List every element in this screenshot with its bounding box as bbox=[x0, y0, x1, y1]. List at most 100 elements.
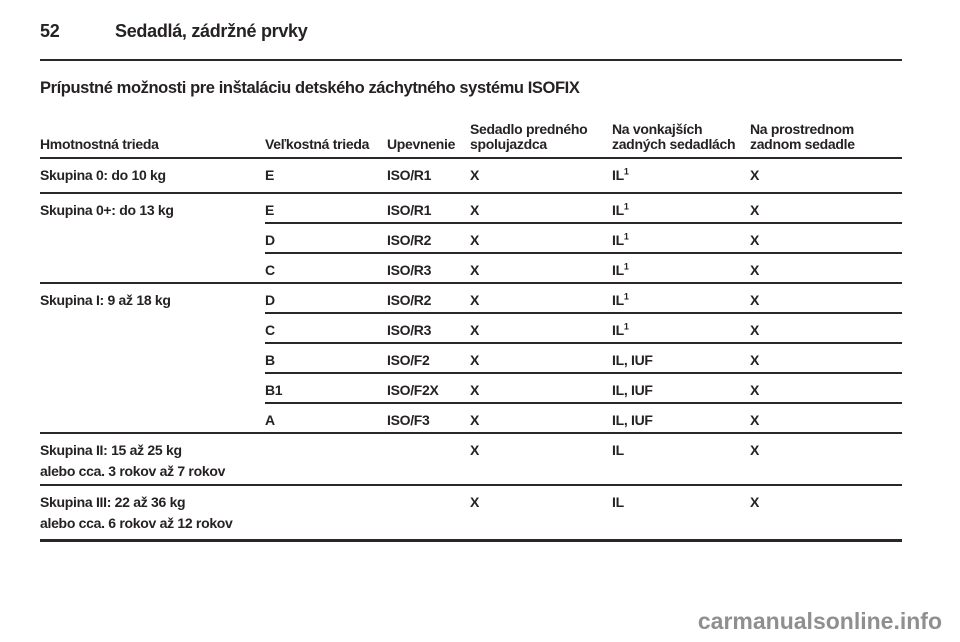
rear-outer-cell: IL1 bbox=[612, 283, 750, 314]
size-class-cell bbox=[265, 433, 387, 486]
rear-outer-cell: IL1 bbox=[612, 193, 750, 224]
table-row: B ISO/F2 X IL, IUF X bbox=[40, 343, 902, 374]
group-label-line1: Skupina II: 15 až 25 kg bbox=[40, 442, 182, 458]
rear-center-cell: X bbox=[750, 343, 902, 374]
table-row: A ISO/F3 X IL, IUF X bbox=[40, 403, 902, 434]
rear-center-cell: X bbox=[750, 283, 902, 314]
table-title: Prípustné možnosti pre inštaláciu detské… bbox=[40, 79, 580, 97]
table-row: Skupina III: 22 až 36 kg alebo cca. 6 ro… bbox=[40, 485, 902, 542]
size-class-cell: B1 bbox=[265, 373, 387, 404]
rear-outer-value: IL, IUF bbox=[612, 352, 653, 368]
rear-outer-value: IL bbox=[612, 262, 624, 278]
table-row: Skupina 0: do 10 kg E ISO/R1 X IL1 X bbox=[40, 158, 902, 194]
col-header-front-passenger-seat: Sedadlo predného spolujazdca bbox=[470, 110, 612, 159]
front-seat-cell: X bbox=[470, 158, 612, 194]
page-header: 52 Sedadlá, zádržné prvky bbox=[40, 21, 902, 42]
rear-outer-cell: IL1 bbox=[612, 223, 750, 254]
rear-outer-cell: IL1 bbox=[612, 253, 750, 284]
group-label-line1: Skupina III: 22 až 36 kg bbox=[40, 494, 186, 510]
fixture-cell: ISO/R2 bbox=[387, 223, 470, 254]
fixture-cell: ISO/R2 bbox=[387, 283, 470, 314]
front-seat-cell: X bbox=[470, 485, 612, 542]
rear-outer-cell: IL bbox=[612, 433, 750, 486]
size-class-cell: B bbox=[265, 343, 387, 374]
group-label: Skupina 0+: do 13 kg bbox=[40, 193, 265, 284]
rear-outer-value: IL bbox=[612, 322, 624, 338]
front-seat-cell: X bbox=[470, 373, 612, 404]
rear-outer-cell: IL, IUF bbox=[612, 343, 750, 374]
group-label: Skupina I: 9 až 18 kg bbox=[40, 283, 265, 434]
footnote-marker: 1 bbox=[623, 321, 629, 332]
table-row: C ISO/R3 X IL1 X bbox=[40, 253, 902, 284]
rear-outer-value: IL bbox=[612, 232, 624, 248]
front-seat-cell: X bbox=[470, 433, 612, 486]
col-header-weight-class: Hmotnostná trieda bbox=[40, 110, 265, 159]
table-row: Skupina 0+: do 13 kg E ISO/R1 X IL1 X bbox=[40, 193, 902, 284]
group-label-line2: alebo cca. 6 rokov až 12 rokov bbox=[40, 515, 233, 531]
rear-outer-value: IL, IUF bbox=[612, 412, 653, 428]
rear-center-cell: X bbox=[750, 193, 902, 224]
front-seat-cell: X bbox=[470, 343, 612, 374]
table-body: Skupina 0: do 10 kg E ISO/R1 X IL1 X Sku… bbox=[40, 158, 902, 542]
rear-center-cell: X bbox=[750, 253, 902, 284]
rear-center-cell: X bbox=[750, 403, 902, 434]
col-header-size-class: Veľkostná trieda bbox=[265, 110, 387, 159]
size-class-cell: D bbox=[265, 223, 387, 254]
col-header-fixture: Upevnenie bbox=[387, 110, 470, 159]
rear-outer-cell: IL, IUF bbox=[612, 403, 750, 434]
rear-outer-cell: IL1 bbox=[612, 158, 750, 194]
rear-outer-value: IL, IUF bbox=[612, 382, 653, 398]
table-row: D ISO/R2 X IL1 X bbox=[40, 223, 902, 254]
group-label: Skupina III: 22 až 36 kg alebo cca. 6 ro… bbox=[40, 485, 265, 542]
fixture-cell: ISO/F2 bbox=[387, 343, 470, 374]
rear-outer-value: IL bbox=[612, 442, 624, 458]
header-divider bbox=[40, 59, 902, 61]
size-class-cell: E bbox=[265, 158, 387, 194]
fixture-cell: ISO/F3 bbox=[387, 403, 470, 434]
footnote-marker: 1 bbox=[623, 291, 629, 302]
fixture-cell: ISO/R3 bbox=[387, 313, 470, 344]
footnote-marker: 1 bbox=[623, 166, 629, 177]
fixture-cell: ISO/R1 bbox=[387, 193, 470, 224]
size-class-cell bbox=[265, 485, 387, 542]
footnote-marker: 1 bbox=[623, 201, 629, 212]
rear-outer-value: IL bbox=[612, 292, 624, 308]
front-seat-cell: X bbox=[470, 313, 612, 344]
col-header-rear-outer-seats: Na vonkajších zadných sedadlách bbox=[612, 110, 750, 159]
fixture-cell: ISO/R3 bbox=[387, 253, 470, 284]
rear-center-cell: X bbox=[750, 433, 902, 486]
rear-outer-cell: IL bbox=[612, 485, 750, 542]
rear-outer-value: IL bbox=[612, 167, 624, 183]
col-header-rear-center-seat: Na prostrednom zadnom sedadle bbox=[750, 110, 902, 159]
watermark: carmanualsonline.info bbox=[697, 608, 942, 634]
front-seat-cell: X bbox=[470, 403, 612, 434]
header-row: Hmotnostná trieda Veľkostná trieda Upevn… bbox=[40, 110, 902, 159]
size-class-cell: C bbox=[265, 253, 387, 284]
rear-outer-value: IL bbox=[612, 202, 624, 218]
rear-center-cell: X bbox=[750, 373, 902, 404]
front-seat-cell: X bbox=[470, 283, 612, 314]
footnote-marker: 1 bbox=[623, 261, 629, 272]
size-class-cell: C bbox=[265, 313, 387, 344]
rear-center-cell: X bbox=[750, 485, 902, 542]
size-class-cell: E bbox=[265, 193, 387, 224]
group-label: Skupina II: 15 až 25 kg alebo cca. 3 rok… bbox=[40, 433, 265, 486]
rear-outer-value: IL bbox=[612, 494, 624, 510]
footnote-marker: 1 bbox=[623, 231, 629, 242]
rear-center-cell: X bbox=[750, 223, 902, 254]
section-title: Sedadlá, zádržné prvky bbox=[115, 21, 308, 41]
table-row: C ISO/R3 X IL1 X bbox=[40, 313, 902, 344]
group-label-line2: alebo cca. 3 rokov až 7 rokov bbox=[40, 463, 226, 479]
table-row: Skupina I: 9 až 18 kg D ISO/R2 X IL1 X bbox=[40, 283, 902, 434]
table-row: Skupina II: 15 až 25 kg alebo cca. 3 rok… bbox=[40, 433, 902, 486]
size-class-cell: A bbox=[265, 403, 387, 434]
fixture-cell: ISO/F2X bbox=[387, 373, 470, 404]
size-class-cell: D bbox=[265, 283, 387, 314]
rear-center-cell: X bbox=[750, 313, 902, 344]
group-label: Skupina 0: do 10 kg bbox=[40, 158, 265, 194]
front-seat-cell: X bbox=[470, 223, 612, 254]
front-seat-cell: X bbox=[470, 253, 612, 284]
isofix-table: Hmotnostná trieda Veľkostná trieda Upevn… bbox=[40, 110, 902, 542]
front-seat-cell: X bbox=[470, 193, 612, 224]
